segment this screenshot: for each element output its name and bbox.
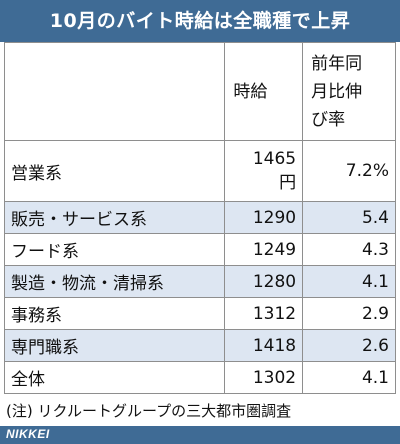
row-wage: 1465 円: [224, 140, 304, 202]
row-wage: 1249: [224, 233, 304, 266]
header-wage-label: 時給: [233, 81, 268, 102]
row-wage: 1302: [224, 361, 304, 394]
header-ratio-line2: 月比伸: [311, 81, 363, 102]
row-name: 製造・物流・清掃系: [3, 265, 226, 298]
row-name: 販売・サービス系: [3, 201, 226, 234]
row-ratio: 4.1: [302, 361, 396, 394]
row-ratio: 2.9: [302, 297, 396, 330]
row-wage: 1312: [224, 297, 304, 330]
source-bar: NIKKEI: [0, 426, 400, 444]
header-category: [3, 42, 226, 141]
header-ratio: 前年同 月比伸 び率: [302, 42, 396, 141]
row-ratio: 4.3: [302, 233, 396, 266]
row-name: 事務系: [3, 297, 226, 330]
table-row: 販売・サービス系 1290 5.4: [3, 201, 396, 234]
row-wage: 1418: [224, 329, 304, 362]
page-title: 10月のバイト時給は全職種で上昇: [0, 0, 400, 42]
row-name: 専門職系: [3, 329, 226, 362]
table-row: 営業系 1465 円 7.2%: [3, 140, 396, 202]
table-row: 製造・物流・清掃系 1280 4.1: [3, 265, 396, 298]
table-row: 専門職系 1418 2.6: [3, 329, 396, 362]
footnote: (注) リクルートグループの三大都市圏調査: [6, 402, 292, 420]
row-ratio: 5.4: [302, 201, 396, 234]
table-header-row: 時給 前年同 月比伸 び率: [3, 42, 396, 141]
table-row: 全体 1302 4.1: [3, 361, 396, 394]
header-ratio-line1: 前年同: [311, 53, 363, 74]
row-name: 営業系: [3, 140, 226, 202]
row-ratio: 7.2%: [302, 140, 396, 202]
row-wage-value: 1465: [252, 149, 297, 169]
row-name: フード系: [3, 233, 226, 266]
row-name: 全体: [3, 361, 226, 394]
row-wage: 1280: [224, 265, 304, 298]
header-wage: 時給: [224, 42, 304, 141]
nikkei-logo: NIKKEI: [6, 427, 50, 441]
header-ratio-line3: び率: [311, 109, 346, 130]
table-row: フード系 1249 4.3: [3, 233, 396, 266]
row-ratio: 2.6: [302, 329, 396, 362]
wage-table: 時給 前年同 月比伸 び率 営業系 1465 円 7.2% 販売・サービス系 1…: [3, 42, 396, 394]
row-ratio: 4.1: [302, 265, 396, 298]
row-wage: 1290: [224, 201, 304, 234]
row-wage-unit: 円: [279, 173, 297, 193]
table-row: 事務系 1312 2.9: [3, 297, 396, 330]
